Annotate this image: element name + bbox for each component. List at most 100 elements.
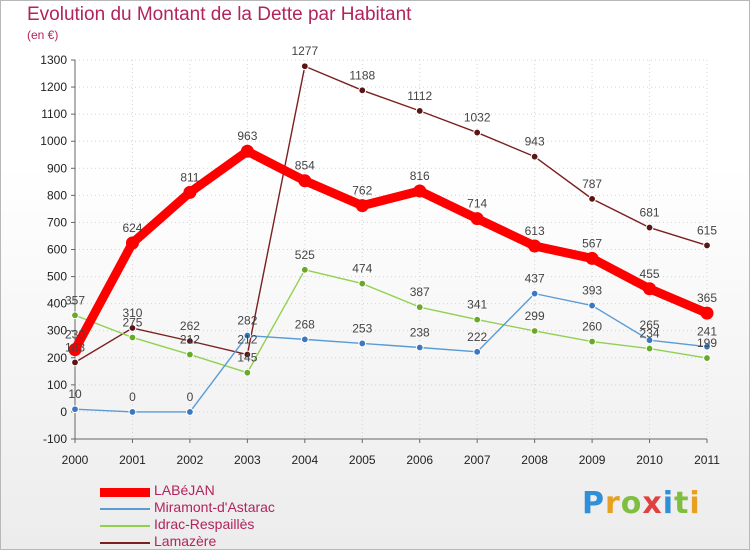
data-label: 567	[582, 236, 602, 250]
y-tick-label: 1300	[40, 53, 67, 67]
data-label: 145	[237, 351, 257, 365]
data-point	[300, 62, 309, 71]
data-point	[588, 337, 596, 346]
y-tick-label: 400	[47, 297, 67, 311]
data-point	[530, 152, 539, 161]
logo-letter: r	[605, 486, 621, 521]
data-label: 212	[237, 333, 257, 347]
logo-letter: x	[642, 486, 663, 521]
y-tick-label: 700	[47, 215, 67, 229]
data-label: 393	[582, 284, 602, 298]
data-point	[470, 212, 484, 226]
data-point	[355, 199, 369, 213]
x-tick-label: 2003	[234, 453, 261, 467]
data-label: 714	[467, 197, 487, 211]
data-point	[528, 239, 542, 253]
legend-label: Idrac-Respaillès	[154, 516, 255, 532]
logo-letter: i	[662, 486, 675, 521]
chart-title: Evolution du Montant de la Dette par Hab…	[27, 4, 412, 25]
data-point	[415, 303, 424, 312]
proxiti-logo: Proxiti	[582, 486, 701, 521]
data-point	[243, 331, 252, 340]
data-label: 1277	[291, 44, 318, 58]
data-point	[68, 343, 82, 357]
data-point	[703, 241, 711, 250]
data-label: 222	[467, 330, 487, 344]
data-label: 455	[640, 267, 660, 281]
data-label: 183	[65, 340, 85, 354]
data-label: 299	[525, 309, 545, 323]
data-label: 615	[697, 223, 717, 237]
x-tick-label: 2010	[636, 453, 663, 467]
x-tick-label: 2007	[464, 453, 491, 467]
legend-label: LABéJAN	[154, 482, 215, 498]
data-label: 963	[237, 129, 257, 143]
data-point	[473, 128, 482, 137]
data-point	[71, 311, 79, 320]
legend-label: Miramont-d'Astarac	[154, 499, 275, 515]
data-label: 234	[640, 327, 660, 341]
y-tick-label: 0	[60, 405, 67, 419]
data-label: 0	[187, 390, 194, 404]
data-point	[530, 289, 539, 298]
data-label: 1032	[464, 111, 491, 125]
legend-swatch	[100, 487, 150, 497]
data-label: 275	[122, 315, 142, 329]
data-point	[243, 368, 252, 377]
data-label: 474	[352, 262, 372, 276]
data-label: 613	[525, 224, 545, 238]
x-tick-label: 2005	[349, 453, 376, 467]
data-point	[413, 184, 427, 198]
grid	[74, 59, 708, 440]
data-point	[298, 174, 312, 188]
data-label: 241	[697, 325, 717, 339]
series-line-0	[70, 146, 712, 355]
data-point	[645, 336, 654, 345]
data-point	[71, 405, 79, 414]
logo-letter: i	[689, 486, 701, 521]
y-tick-label: 100	[47, 378, 67, 392]
data-point	[128, 333, 137, 342]
data-label: 1188	[349, 68, 375, 82]
logo-letter: t	[674, 486, 690, 521]
data-label: 262	[180, 319, 200, 333]
axes: -100010020030040050060070080090010001100…	[40, 53, 720, 467]
y-tick-label: 300	[47, 324, 67, 338]
data-label: 230	[65, 328, 85, 342]
data-point	[530, 327, 539, 335]
series-line-1	[74, 292, 708, 413]
y-tick-label: 500	[47, 270, 67, 284]
data-point	[588, 301, 596, 310]
data-label: 282	[237, 314, 257, 328]
data-point	[186, 350, 194, 359]
data-label: 1112	[407, 89, 432, 103]
data-point	[128, 408, 137, 416]
logo-letter: o	[620, 486, 643, 521]
data-point	[125, 236, 139, 250]
data-point	[473, 347, 482, 356]
x-tick-label: 2011	[694, 453, 720, 467]
legend-swatch	[100, 525, 150, 527]
data-label: 811	[180, 170, 199, 184]
data-label: 341	[467, 298, 487, 312]
x-tick-label: 2006	[406, 453, 433, 467]
data-label: 681	[640, 206, 660, 220]
data-point	[703, 342, 711, 351]
data-label: 238	[410, 325, 430, 339]
data-point	[473, 315, 482, 324]
data-point	[71, 358, 79, 367]
data-label: 260	[582, 320, 602, 334]
x-tick-label: 2000	[62, 453, 89, 467]
data-point	[300, 265, 309, 274]
data-label: 437	[525, 272, 545, 286]
data-label: 943	[525, 135, 545, 149]
data-point	[415, 106, 424, 115]
data-label: 253	[352, 321, 372, 335]
data-point	[700, 306, 714, 320]
legend-label: Lamazère	[154, 533, 217, 549]
chart-unit: (en €)	[27, 28, 59, 42]
y-tick-label: -100	[43, 432, 67, 446]
data-point	[358, 86, 367, 95]
y-tick-label: 200	[47, 351, 67, 365]
data-label: 357	[65, 293, 85, 307]
